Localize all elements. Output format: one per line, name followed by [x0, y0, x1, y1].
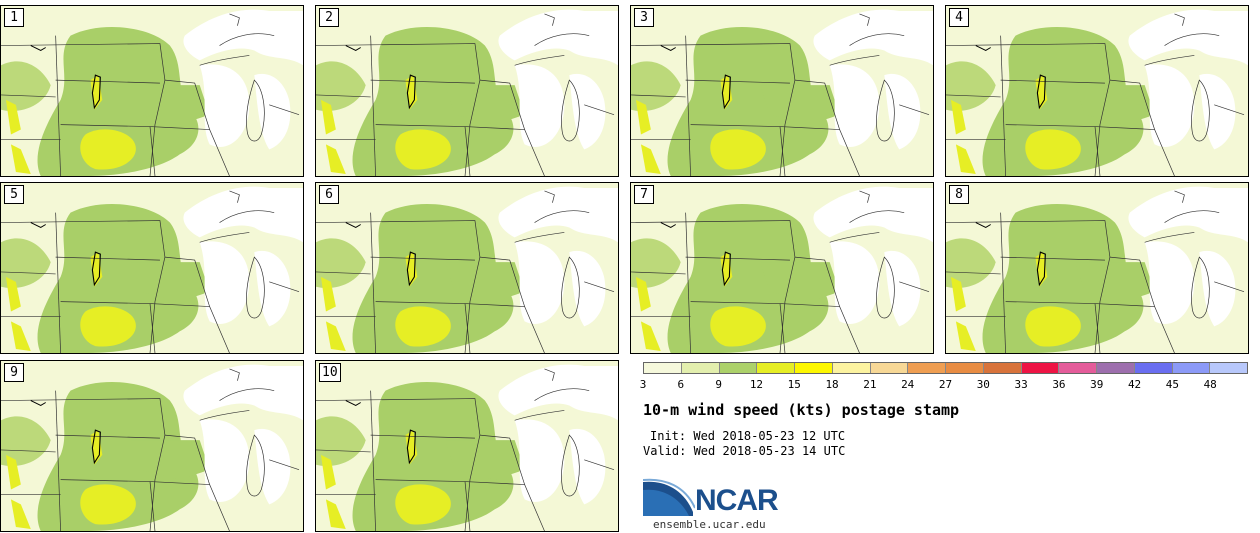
wind-speed-map	[1, 6, 303, 176]
member-number-label: 5	[4, 185, 24, 204]
member-panel-7: 7	[630, 182, 934, 354]
colorbar-tick-label: 15	[787, 378, 801, 391]
colorbar-segment	[870, 363, 909, 373]
member-number-label: 1	[4, 8, 24, 27]
colorbar	[643, 362, 1248, 374]
wind-speed-map	[1, 183, 303, 353]
colorbar-segment	[1021, 363, 1060, 373]
wind-speed-map	[946, 6, 1248, 176]
colorbar-tick-label: 45	[1165, 378, 1179, 391]
member-number-label: 10	[319, 363, 341, 382]
wind-speed-map	[631, 183, 933, 353]
colorbar-tick-label: 30	[976, 378, 990, 391]
member-number-label: 8	[949, 185, 969, 204]
init-time: Init: Wed 2018-05-23 12 UTC	[650, 429, 846, 443]
member-panel-8: 8	[945, 182, 1249, 354]
colorbar-tick-label: 36	[1052, 378, 1066, 391]
member-number-label: 4	[949, 8, 969, 27]
colorbar-tick-label: 33	[1014, 378, 1028, 391]
member-panel-4: 4	[945, 5, 1249, 177]
wind-speed-map	[946, 183, 1248, 353]
colorbar-tick-label: 39	[1090, 378, 1104, 391]
colorbar-tick-label: 3	[639, 378, 647, 391]
colorbar-tick-label: 27	[938, 378, 953, 391]
colorbar-segment	[1134, 363, 1173, 373]
colorbar-segment	[832, 363, 871, 373]
colorbar-ticks: 3 6 9 12 15 18 21 24 27 30 33 36 39 42 45 48	[639, 378, 1248, 394]
member-number-label: 6	[319, 185, 339, 204]
member-panel-1: 1	[0, 5, 304, 177]
member-number-label: 9	[4, 363, 24, 382]
member-panel-3: 3	[630, 5, 934, 177]
colorbar-segment	[1172, 363, 1211, 373]
wind-speed-map	[316, 183, 618, 353]
wind-speed-map	[631, 6, 933, 176]
member-panel-5: 5	[0, 182, 304, 354]
wind-speed-map	[1, 361, 303, 531]
colorbar-segment	[946, 363, 984, 373]
colorbar-tick-label: 24	[901, 378, 915, 391]
colorbar-tick-label: 42	[1127, 378, 1142, 391]
member-panel-6: 6	[315, 182, 619, 354]
colorbar-segment	[983, 363, 1022, 373]
colorbar-segment	[681, 363, 720, 373]
colorbar-tick-label: 48	[1203, 378, 1217, 391]
colorbar-segment	[644, 363, 682, 373]
colorbar-segment	[1210, 363, 1247, 373]
colorbar-segment	[1097, 363, 1135, 373]
colorbar-segment	[757, 363, 795, 373]
member-number-label: 3	[634, 8, 654, 27]
colorbar-tick-label: 21	[863, 378, 877, 391]
colorbar-segment	[795, 363, 833, 373]
logo-url: ensemble.ucar.edu	[653, 518, 766, 531]
colorbar-segment	[1059, 363, 1097, 373]
ncar-swoosh-icon	[642, 478, 696, 516]
member-panel-10: 10	[315, 360, 619, 532]
member-number-label: 2	[319, 8, 339, 27]
ncar-logo: NCAR ensemble.ucar.edu	[642, 478, 803, 531]
member-panel-9: 9	[0, 360, 304, 532]
wind-speed-map	[316, 361, 618, 531]
colorbar-tick-label: 18	[825, 378, 839, 391]
page-title: 10-m wind speed (kts) postage stamp	[643, 401, 960, 419]
member-panel-2: 2	[315, 5, 619, 177]
member-number-label: 7	[634, 185, 654, 204]
colorbar-tick-label: 12	[749, 378, 764, 391]
colorbar-tick-label: 6	[677, 378, 685, 391]
colorbar-segment	[908, 363, 946, 373]
wind-speed-map	[316, 6, 618, 176]
colorbar-tick-label: 9	[715, 378, 722, 391]
valid-time: Valid: Wed 2018-05-23 14 UTC	[643, 444, 846, 458]
colorbar-segment	[719, 363, 758, 373]
logo-wordmark: NCAR	[695, 484, 779, 517]
